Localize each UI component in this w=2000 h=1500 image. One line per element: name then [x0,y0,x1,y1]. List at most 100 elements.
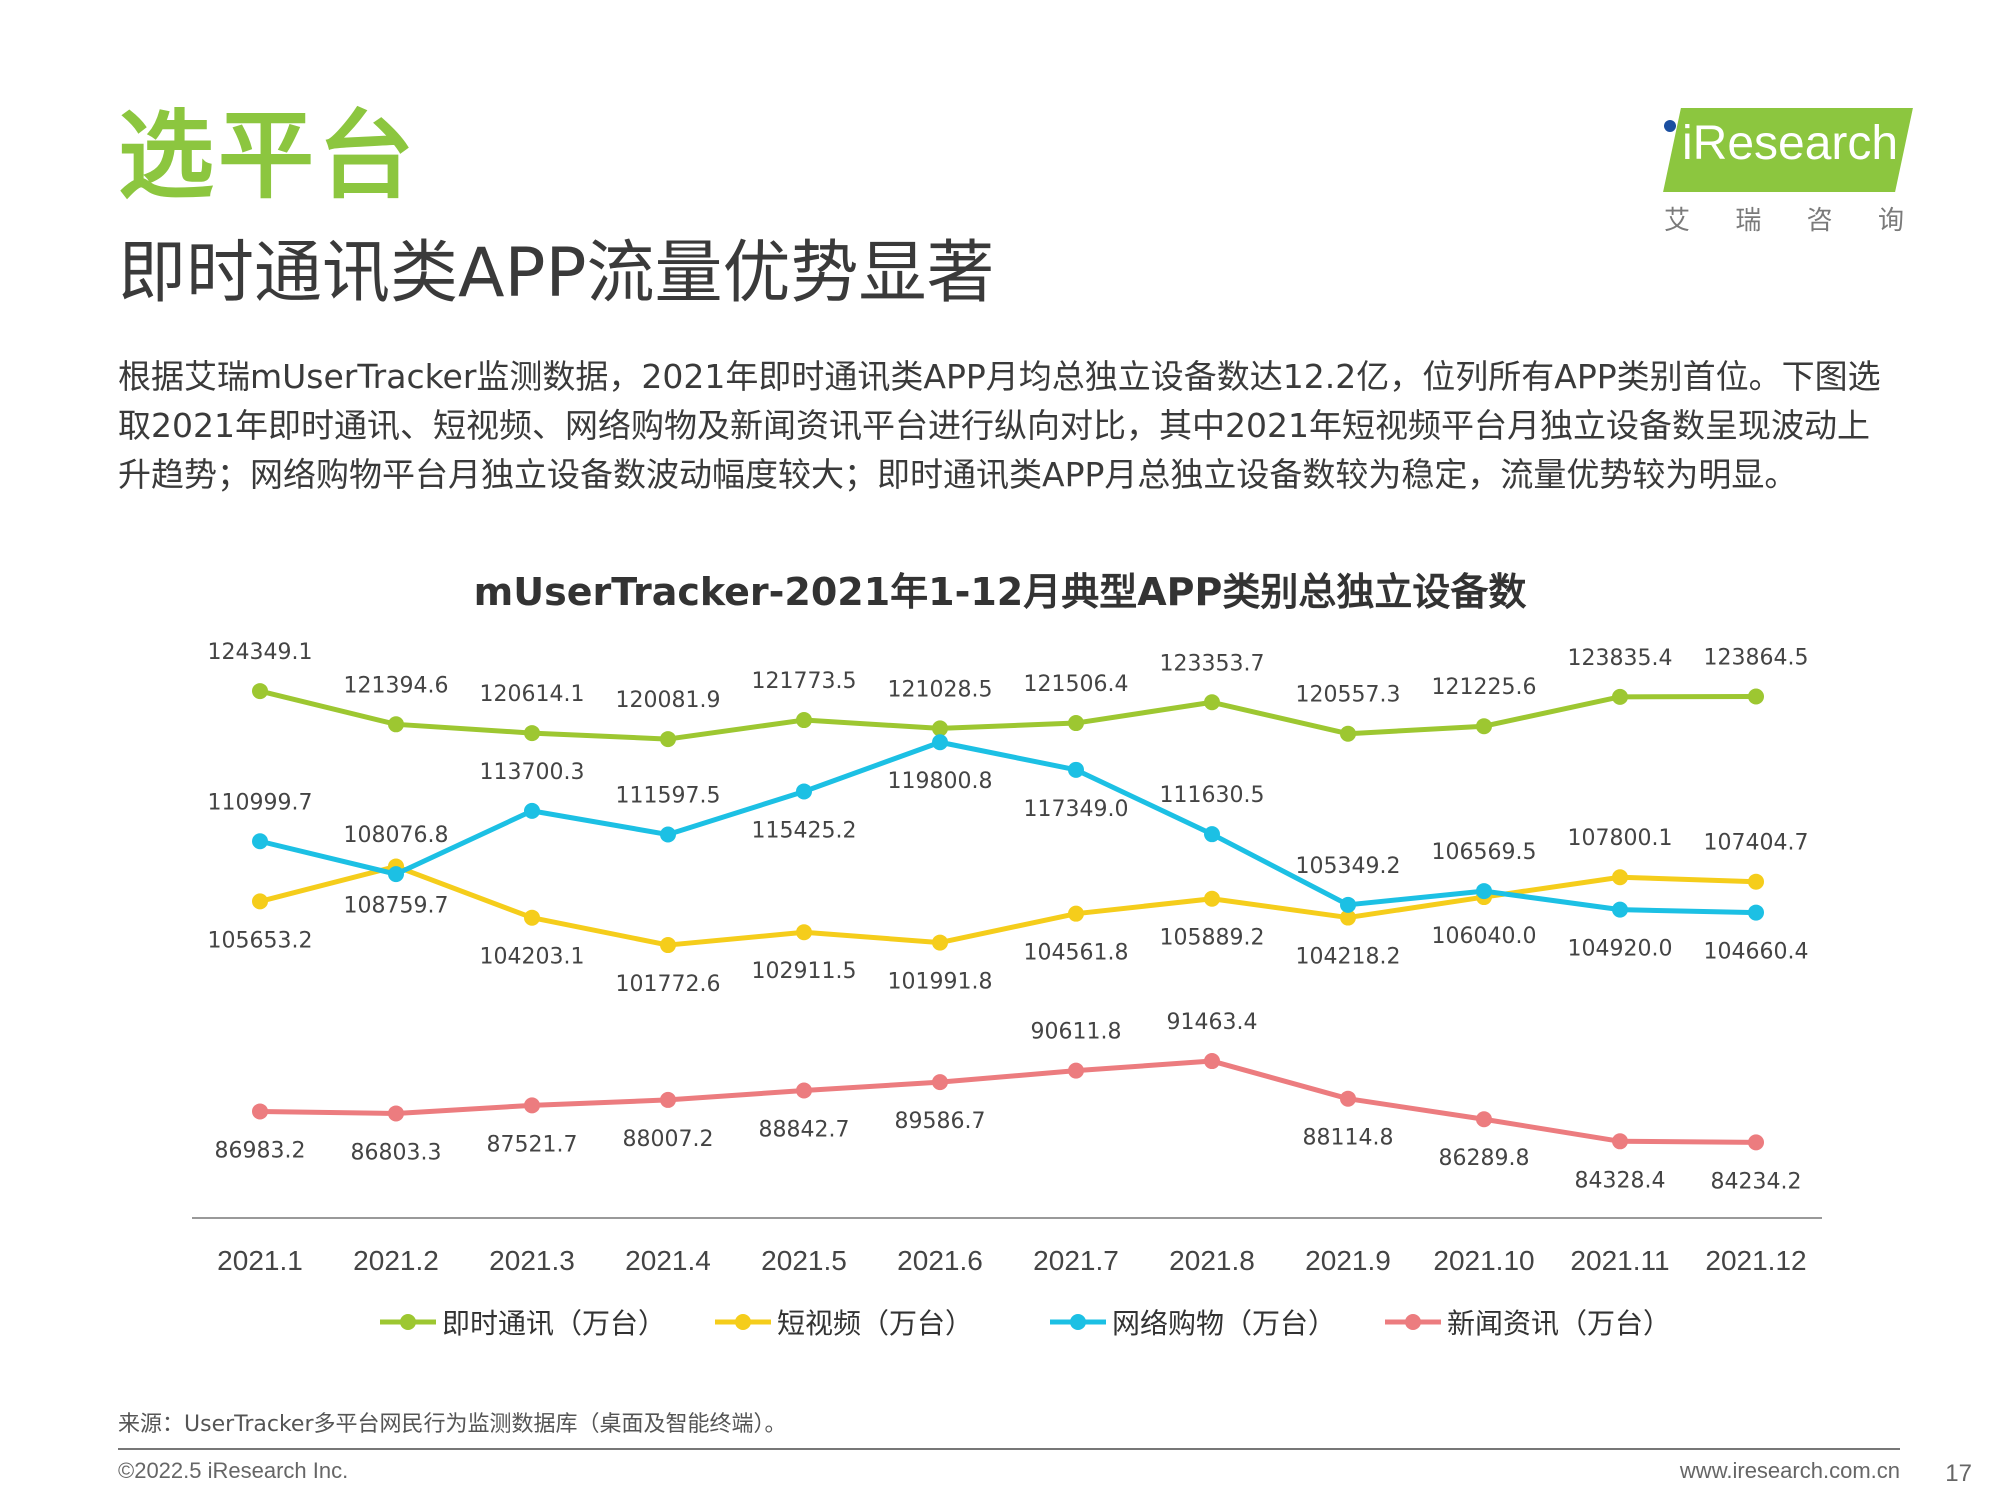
page-headline: 即时通讯类APP流量优势显著 [118,234,995,313]
legend-swatch-marker [1405,1314,1421,1330]
copyright-text: ©2022.5 iResearch Inc. [118,1458,349,1483]
data-label: 106569.5 [1432,840,1537,865]
data-point [1748,873,1764,890]
data-label: 86803.3 [351,1140,442,1165]
data-label: 108076.8 [344,823,449,848]
x-tick-label: 2021.4 [625,1245,711,1276]
data-label: 88007.2 [623,1127,714,1152]
data-label: 121394.6 [344,673,449,698]
x-tick-label: 2021.11 [1570,1245,1669,1276]
data-point [660,937,676,954]
data-label: 101772.6 [616,972,721,997]
x-tick-label: 2021.12 [1705,1245,1806,1276]
x-tick-label: 2021.10 [1433,1245,1534,1276]
logo-sub-char: 咨 [1806,206,1833,236]
legend-label: 新闻资讯（万台） [1447,1307,1671,1340]
x-tick-label: 2021.2 [353,1245,439,1276]
data-point [796,1082,812,1099]
data-label: 105889.2 [1160,926,1265,951]
data-label: 90611.8 [1031,1020,1122,1045]
data-point [932,1074,948,1091]
legend-label: 网络购物（万台） [1112,1307,1336,1340]
legend-label: 即时通讯（万台） [442,1307,666,1340]
data-point [388,1105,404,1122]
data-point [932,720,948,737]
data-label: 104203.1 [480,945,585,970]
data-point [1748,1134,1764,1151]
data-point [1204,1053,1220,1070]
data-label: 107404.7 [1704,831,1809,856]
data-point [660,1091,676,1108]
legend-swatch-marker [1070,1314,1086,1330]
data-label: 88842.7 [759,1118,850,1143]
x-tick-label: 2021.3 [489,1245,575,1276]
data-point [388,716,404,733]
data-point [1612,901,1628,918]
data-label: 108759.7 [344,893,449,918]
data-label: 105349.2 [1296,854,1401,879]
data-label: 115425.2 [752,818,857,843]
data-label: 107800.1 [1568,826,1673,851]
data-label: 89586.7 [895,1109,986,1134]
data-label: 113700.3 [480,760,585,785]
data-point [660,826,676,843]
data-label: 120081.9 [616,688,721,713]
logo-brand-text: iResearch [1682,117,1899,170]
data-point [1068,1062,1084,1079]
data-label: 123835.4 [1568,646,1673,671]
intro-paragraph: 根据艾瑞mUserTracker监测数据，2021年即时通讯类APP月均总独立设… [118,357,1881,494]
data-label: 91463.4 [1167,1010,1258,1035]
data-point [660,731,676,748]
data-label: 121028.5 [888,677,993,702]
legend-label: 短视频（万台） [777,1307,973,1340]
data-point [1748,688,1764,705]
data-label: 87521.7 [487,1132,578,1157]
data-point [1476,718,1492,735]
data-point [1204,890,1220,907]
data-source-note: 来源：UserTracker多平台网民行为监测数据库（桌面及智能终端）。 [118,1412,787,1437]
data-point [1068,715,1084,732]
data-point [1340,725,1356,742]
data-label: 104561.8 [1024,941,1129,966]
data-label: 123353.7 [1160,651,1265,676]
data-label: 106040.0 [1432,924,1537,949]
legend-swatch-marker [400,1314,416,1330]
logo-dot [1664,120,1676,132]
data-label: 117349.0 [1024,797,1129,822]
data-point [524,909,540,926]
data-point [932,734,948,751]
data-point [524,802,540,819]
data-point [796,924,812,941]
chart-title: mUserTracker-2021年1-12月典型APP类别总独立设备数 [474,570,1527,614]
data-point [524,1097,540,1114]
page-number: 17 [1945,1460,1972,1487]
data-label: 111630.5 [1160,783,1265,808]
data-point [1748,904,1764,921]
website-url: www.iresearch.com.cn [1679,1458,1900,1483]
data-label: 124349.1 [208,640,313,665]
data-point [1340,1090,1356,1107]
data-point [1612,1133,1628,1150]
data-label: 102911.5 [752,959,857,984]
series-line [259,688,1757,742]
data-label: 86983.2 [215,1138,306,1163]
data-label: 111597.5 [616,784,721,809]
data-point [1340,909,1356,926]
x-tick-label: 2021.5 [761,1245,847,1276]
data-label: 88114.8 [1303,1126,1394,1151]
data-label: 104660.4 [1704,940,1809,965]
data-point [1204,694,1220,711]
data-label: 101991.8 [888,970,993,995]
data-label: 104920.0 [1568,937,1673,962]
data-label: 86289.8 [1439,1146,1530,1171]
data-point [252,683,268,700]
data-point [252,1103,268,1120]
iresearch-logo: iResearch 艾 瑞 咨 询 [1660,102,1913,236]
data-label: 123864.5 [1704,646,1809,671]
x-tick-label: 2021.1 [217,1245,303,1276]
x-tick-label: 2021.9 [1305,1245,1391,1276]
data-point [1612,869,1628,886]
data-point [1340,896,1356,913]
line-chart: mUserTracker-2021年1-12月典型APP类别总独立设备数 2021… [192,570,1822,1340]
data-label: 121225.6 [1432,675,1537,700]
